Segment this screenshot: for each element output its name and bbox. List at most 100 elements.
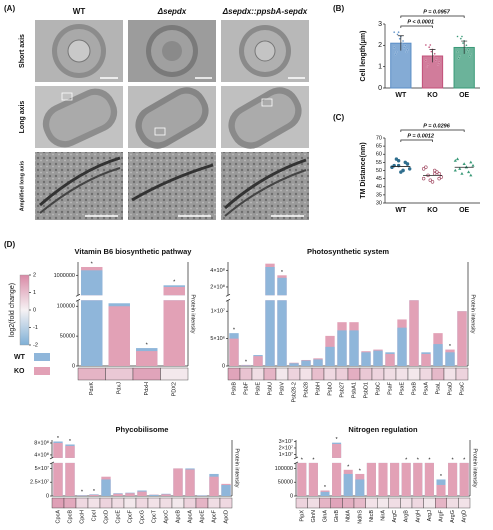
point — [469, 160, 473, 164]
dot-decoration — [434, 59, 437, 62]
y-tick-label: 65 — [376, 144, 382, 150]
y-axis-label: Protein intensity — [190, 294, 196, 333]
fold-change-cell — [87, 497, 101, 509]
fold-change-cell — [171, 497, 185, 509]
dot-decoration — [462, 42, 465, 45]
x-tick-label: ApcC — [163, 510, 169, 523]
panel-title: Phycobilisome — [116, 425, 169, 434]
x-tick-label: CpcA — [55, 510, 61, 524]
significance-star: * — [405, 457, 408, 463]
significance-star: * — [347, 464, 350, 470]
bar — [349, 330, 359, 366]
colorbar-tick-label: 2 — [33, 272, 36, 278]
fold-change-cell — [383, 367, 397, 381]
point — [437, 176, 441, 181]
fold-change-cell — [295, 497, 308, 509]
fold-change-cell — [371, 367, 385, 381]
x-tick-label: CpcF — [127, 509, 133, 523]
x-tick-label: PsbU — [267, 382, 273, 395]
bar — [436, 484, 446, 496]
fold-change-cell — [407, 367, 421, 381]
bar — [289, 363, 299, 366]
axis-break — [75, 293, 81, 302]
point — [394, 157, 399, 161]
bar — [433, 344, 443, 366]
bar — [366, 462, 376, 496]
colorbar-tick-label: 1 — [33, 290, 36, 296]
dot-decoration — [397, 31, 400, 34]
fold-change-cell — [323, 367, 337, 381]
bar — [277, 300, 287, 366]
x-tick-label: WT — [395, 207, 407, 214]
point — [453, 158, 457, 162]
dot-decoration — [393, 31, 396, 34]
axis — [227, 262, 469, 367]
x-tick-label: PsbB — [231, 382, 237, 395]
dot-decoration — [464, 46, 467, 49]
fold-change-cell — [395, 367, 409, 381]
bar — [173, 468, 183, 496]
fold-change-cell — [299, 367, 313, 381]
fold-change-cell — [458, 497, 471, 509]
x-tick-label: KO — [427, 92, 438, 99]
dot-decoration — [424, 59, 427, 62]
dot-decoration — [430, 50, 433, 53]
point — [421, 176, 426, 181]
bar — [301, 360, 311, 366]
y-tick-label: 0 — [222, 363, 225, 369]
bar — [197, 495, 207, 496]
x-tick-label: OE — [459, 92, 469, 99]
dot-decoration — [400, 42, 403, 45]
bar — [277, 277, 287, 296]
bar — [81, 270, 103, 296]
x-tick-label: ApcB — [175, 510, 181, 523]
dot-decoration — [424, 43, 427, 46]
point — [462, 162, 466, 165]
x-tick-label: ApcE — [199, 510, 205, 523]
micrograph — [128, 20, 216, 82]
x-tick-label: CpcT — [151, 509, 157, 523]
y-tick-label: 0 — [72, 363, 75, 369]
legend-swatch — [34, 367, 50, 375]
fold-change-cell — [335, 367, 349, 381]
fold-change-cell — [227, 367, 241, 381]
bar — [448, 462, 458, 496]
bar — [265, 300, 275, 366]
micrograph — [35, 152, 123, 220]
fold-change-cell — [195, 497, 209, 509]
bar — [355, 479, 365, 496]
fold-change-cell — [311, 367, 325, 381]
y-tick-label: 1×10⁷ — [279, 451, 293, 458]
bar — [253, 356, 263, 366]
legend-swatch — [34, 353, 50, 361]
bar — [53, 462, 63, 496]
dot-decoration — [466, 50, 469, 53]
x-tick-label: ArgC — [392, 510, 398, 523]
significance-star: * — [281, 270, 284, 276]
x-tick-label: PDX2 — [172, 382, 178, 396]
fold-change-cell — [342, 497, 355, 509]
fold-change-cell — [123, 497, 137, 509]
micrograph — [221, 20, 309, 82]
fold-change-cell — [388, 497, 401, 509]
point — [424, 165, 428, 169]
fold-change-cell — [377, 497, 390, 509]
axis-break — [49, 456, 55, 465]
x-tick-label: PsaE — [399, 382, 405, 395]
error-bar — [429, 49, 436, 63]
y-tick-label: 60 — [376, 152, 382, 158]
fold-change-cell — [147, 497, 161, 509]
x-tick-label: GlnA — [322, 510, 328, 523]
p-value: P = 0.0957 — [423, 9, 450, 15]
axis-break — [225, 293, 231, 302]
point — [396, 159, 401, 163]
significance-star: * — [417, 457, 420, 463]
bar — [108, 306, 130, 366]
x-tick-label: GlnB — [334, 510, 340, 523]
x-tick-label: WT — [395, 92, 407, 99]
x-tick-label: PsbE — [255, 382, 261, 395]
fold-change-cell — [365, 497, 378, 509]
point — [433, 168, 437, 173]
fold-change-cell — [239, 367, 253, 381]
significance-star: * — [146, 343, 149, 349]
